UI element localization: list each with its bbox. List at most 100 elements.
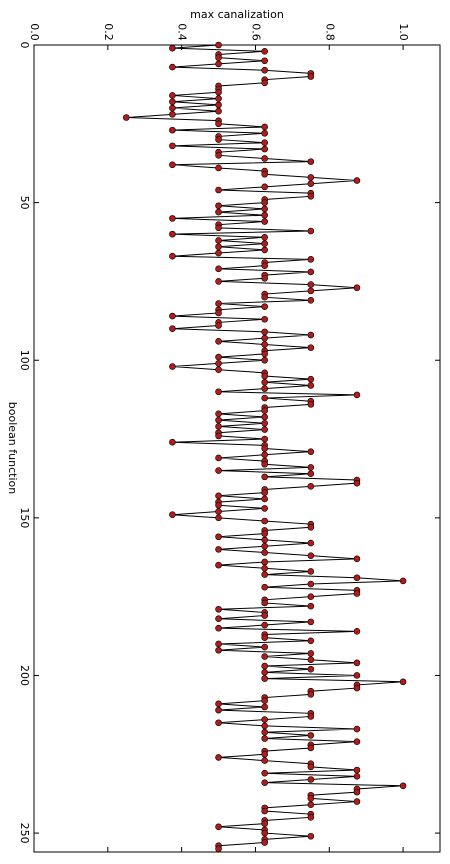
value-axis-label: max canalization	[190, 8, 284, 21]
data-point	[307, 713, 315, 720]
data-point	[215, 640, 222, 648]
data-point	[307, 691, 315, 698]
data-point	[353, 555, 361, 563]
data-point	[261, 246, 268, 254]
data-point	[261, 303, 268, 310]
data-point	[215, 432, 222, 440]
data-point	[261, 829, 268, 837]
data-point	[261, 139, 268, 147]
data-point	[215, 164, 222, 172]
data-point	[353, 738, 361, 745]
index-tick-label: 50	[18, 196, 31, 210]
data-point	[169, 252, 176, 260]
data-point	[215, 706, 222, 714]
data-point	[215, 237, 222, 244]
data-point	[261, 334, 268, 342]
data-point	[261, 211, 268, 219]
data-point	[169, 63, 176, 71]
data-point	[261, 79, 268, 87]
data-point	[261, 564, 268, 572]
data-point	[261, 413, 268, 421]
data-point	[353, 177, 361, 184]
data-point	[261, 341, 268, 348]
data-point	[307, 470, 315, 478]
data-point	[261, 183, 268, 191]
data-point	[261, 839, 268, 846]
data-point	[215, 533, 222, 541]
data-point	[261, 722, 268, 730]
data-point	[307, 174, 315, 181]
data-point	[307, 637, 315, 645]
data-point	[261, 728, 268, 736]
data-point	[307, 552, 315, 559]
data-point	[215, 60, 222, 68]
data-point	[307, 158, 315, 165]
data-point	[261, 536, 268, 544]
data-point	[215, 136, 222, 143]
data-point	[215, 416, 222, 424]
data-point	[307, 832, 315, 840]
data-point	[215, 265, 222, 273]
data-point	[307, 814, 315, 821]
data-point	[353, 391, 361, 399]
data-point	[261, 621, 268, 629]
data-point	[307, 382, 315, 389]
data-point	[353, 590, 361, 597]
data-point	[215, 278, 222, 285]
data-point	[169, 215, 176, 222]
data-point	[307, 344, 315, 351]
data-point	[261, 356, 268, 364]
data-point	[353, 672, 361, 679]
data-point	[261, 769, 268, 777]
data-point	[261, 274, 268, 282]
plot-frame	[33, 44, 441, 853]
data-point	[169, 438, 176, 446]
data-point	[169, 325, 176, 333]
data-point	[261, 155, 268, 162]
data-point	[215, 546, 222, 553]
data-point	[261, 262, 268, 269]
data-point	[261, 293, 268, 301]
data-point	[261, 703, 268, 711]
data-point	[215, 353, 222, 361]
value-tick-label: 0.8	[323, 23, 336, 41]
data-point	[261, 643, 268, 651]
data-point	[215, 646, 222, 654]
data-point	[261, 583, 268, 591]
data-point	[353, 628, 361, 635]
data-point	[215, 300, 222, 307]
value-tick-label: 0.2	[102, 23, 115, 41]
data-point	[261, 419, 268, 427]
data-point	[215, 467, 222, 474]
data-point	[353, 479, 361, 487]
data-point	[215, 719, 222, 727]
index-tick-label: 250	[18, 823, 31, 844]
data-point	[399, 678, 407, 686]
data-point	[261, 372, 268, 380]
data-point	[261, 750, 268, 758]
data-point	[261, 48, 268, 55]
data-point	[307, 776, 315, 783]
data-point	[215, 514, 222, 522]
data-point	[261, 612, 268, 619]
data-point	[261, 233, 268, 241]
data-point	[169, 111, 176, 118]
data-point	[261, 716, 268, 723]
data-point	[215, 95, 222, 102]
data-point	[307, 180, 315, 188]
data-point	[261, 779, 268, 786]
data-point	[307, 656, 315, 664]
data-point	[353, 798, 361, 805]
data-point	[261, 66, 268, 74]
data-point	[169, 161, 176, 169]
data-point	[215, 823, 222, 831]
data-point	[353, 773, 361, 780]
data-point	[215, 107, 222, 115]
data-point	[215, 41, 222, 49]
data-point	[215, 88, 222, 96]
data-point	[307, 464, 315, 471]
data-point	[215, 101, 222, 109]
data-point	[215, 700, 222, 708]
data-point	[261, 675, 268, 682]
